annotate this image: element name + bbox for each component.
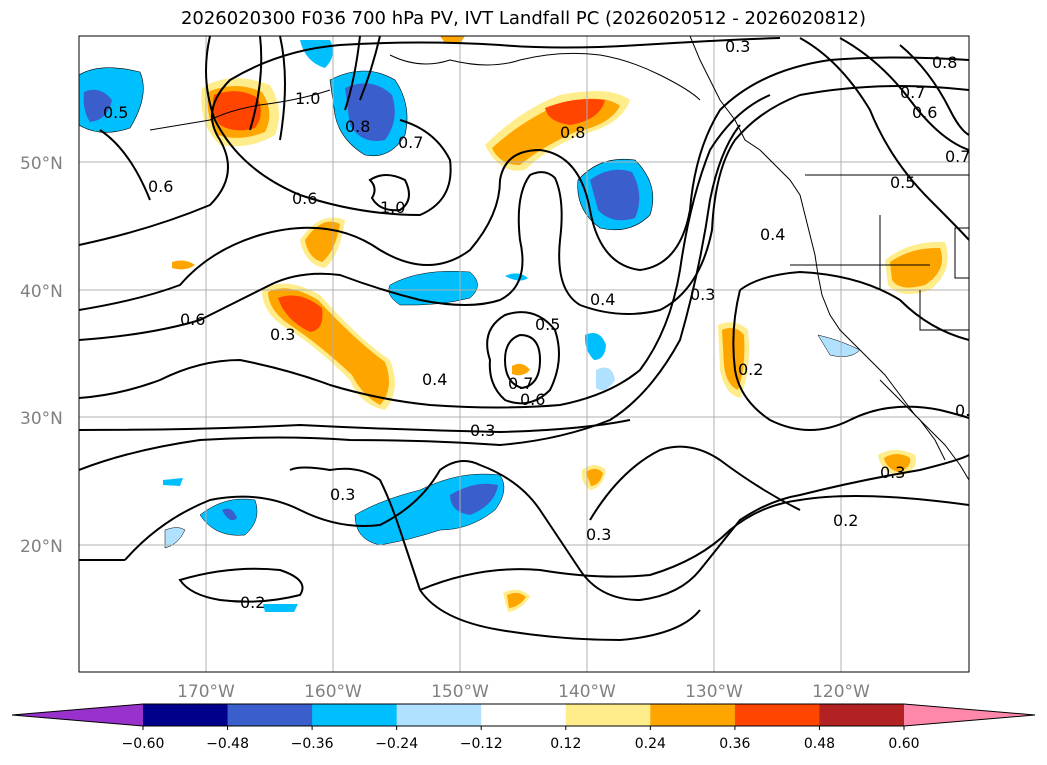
lat-label: 40°N (20, 282, 63, 302)
colorbar-tick-label: 0.24 (635, 736, 666, 752)
colorbar-segment (312, 704, 398, 726)
colorbar-tick-label: −0.36 (291, 736, 334, 752)
pv-contours (79, 36, 969, 642)
lon-label: 130°W (685, 682, 743, 702)
lon-label: 140°W (558, 682, 616, 702)
contour-label: 0.3 (880, 463, 905, 482)
negative-anomaly-alaska-west (79, 67, 144, 133)
contour-label: 0.6 (520, 390, 545, 409)
longitude-labels: 170°W 160°W 150°W 140°W 130°W 120°W (177, 682, 870, 702)
contour-label: 0.5 (535, 315, 560, 334)
colorbar-tick-label: 0.48 (804, 736, 835, 752)
contour-label: 0.8 (345, 117, 370, 136)
colorbar-tick-label: −0.12 (460, 736, 503, 752)
contour-label: 0.7 (945, 147, 970, 166)
colorbar-tick-label: −0.48 (206, 736, 249, 752)
contour-label: 0.7 (900, 83, 925, 102)
map-frame (78, 35, 970, 673)
colorbar-tick-label: −0.24 (375, 736, 418, 752)
contour-label: 0.8 (560, 123, 585, 142)
lon-label: 160°W (304, 682, 362, 702)
contour-label: 0.5 (103, 103, 128, 122)
colorbar-segment (819, 704, 905, 726)
contour-label: 0.2 (738, 360, 763, 379)
colorbar-tick-label: 0.36 (719, 736, 750, 752)
contour-label: 0.6 (180, 310, 205, 329)
contour-label: 0.6 (912, 103, 937, 122)
contour-label: 0.3 (470, 421, 495, 440)
lat-label: 30°N (20, 409, 63, 429)
contour-label: 0.2 (240, 593, 265, 612)
contour-label: 0.5 (890, 173, 915, 192)
colorbar-tick-label: 0.60 (888, 736, 919, 752)
contour-label: 0.4 (422, 370, 447, 389)
contour-label: 0.7 (398, 133, 423, 152)
negative-anomaly-gulf (577, 158, 654, 231)
lat-label: 50°N (20, 154, 63, 174)
contour-label: 1.0 (380, 198, 405, 217)
contour-label: 0.2 (833, 511, 858, 530)
contour-label: 0.6 (148, 177, 173, 196)
colorbar-extend-low (12, 704, 143, 726)
colorbar: −0.60 −0.48 −0.36 −0.24 −0.12 0.12 0.24 0.36 0.4… (11, 703, 1036, 752)
latitude-labels: 50°N 40°N 30°N 20°N (20, 154, 63, 557)
negative-anomaly-small (505, 273, 528, 281)
colorbar-segment (396, 704, 482, 726)
contour-label: 1.0 (295, 89, 320, 108)
contour-label: 0.3 (330, 485, 355, 504)
contour-label: 0.7 (508, 374, 533, 393)
lat-label: 20°N (20, 537, 63, 557)
coastline (149, 36, 969, 481)
colorbar-segment (650, 704, 736, 726)
contour-label: 0.3 (955, 401, 980, 420)
contour-label: 0.3 (690, 285, 715, 304)
contour-labels: 0.3 0.8 0.7 0.6 0.5 1.0 0.8 0.7 0.5 0.6 … (103, 37, 980, 612)
negative-anomaly-small-3 (596, 367, 615, 391)
colorbar-segment (734, 704, 820, 726)
colorbar-segment (143, 704, 229, 726)
colorbar-segment (481, 704, 567, 726)
contour-label: 0.3 (586, 525, 611, 544)
contour-label: 0.6 (292, 189, 317, 208)
colorbar-segment (227, 704, 313, 726)
positive-anomaly-north (485, 91, 630, 171)
negative-anomaly-small-2 (584, 332, 606, 360)
map-area: 0.3 0.8 0.7 0.6 0.5 1.0 0.8 0.7 0.5 0.6 … (79, 36, 980, 672)
colorbar-extend-high (904, 704, 1035, 726)
colorbar-segment (565, 704, 651, 726)
lon-label: 170°W (177, 682, 235, 702)
colorbar-tick-label: −0.60 (122, 736, 165, 752)
contour-label: 0.3 (270, 325, 295, 344)
contour-label: 0.8 (932, 53, 957, 72)
contour-label: 0.3 (725, 37, 750, 56)
lon-label: 150°W (431, 682, 489, 702)
positive-anomaly-diagonal (262, 283, 395, 410)
map-title: 2026020300 F036 700 hPa PV, IVT Landfall… (180, 8, 867, 29)
contour-label: 0.4 (590, 290, 615, 309)
contour-label: 0.4 (760, 225, 785, 244)
lon-label: 120°W (812, 682, 870, 702)
colorbar-tick-label: 0.12 (550, 736, 581, 752)
